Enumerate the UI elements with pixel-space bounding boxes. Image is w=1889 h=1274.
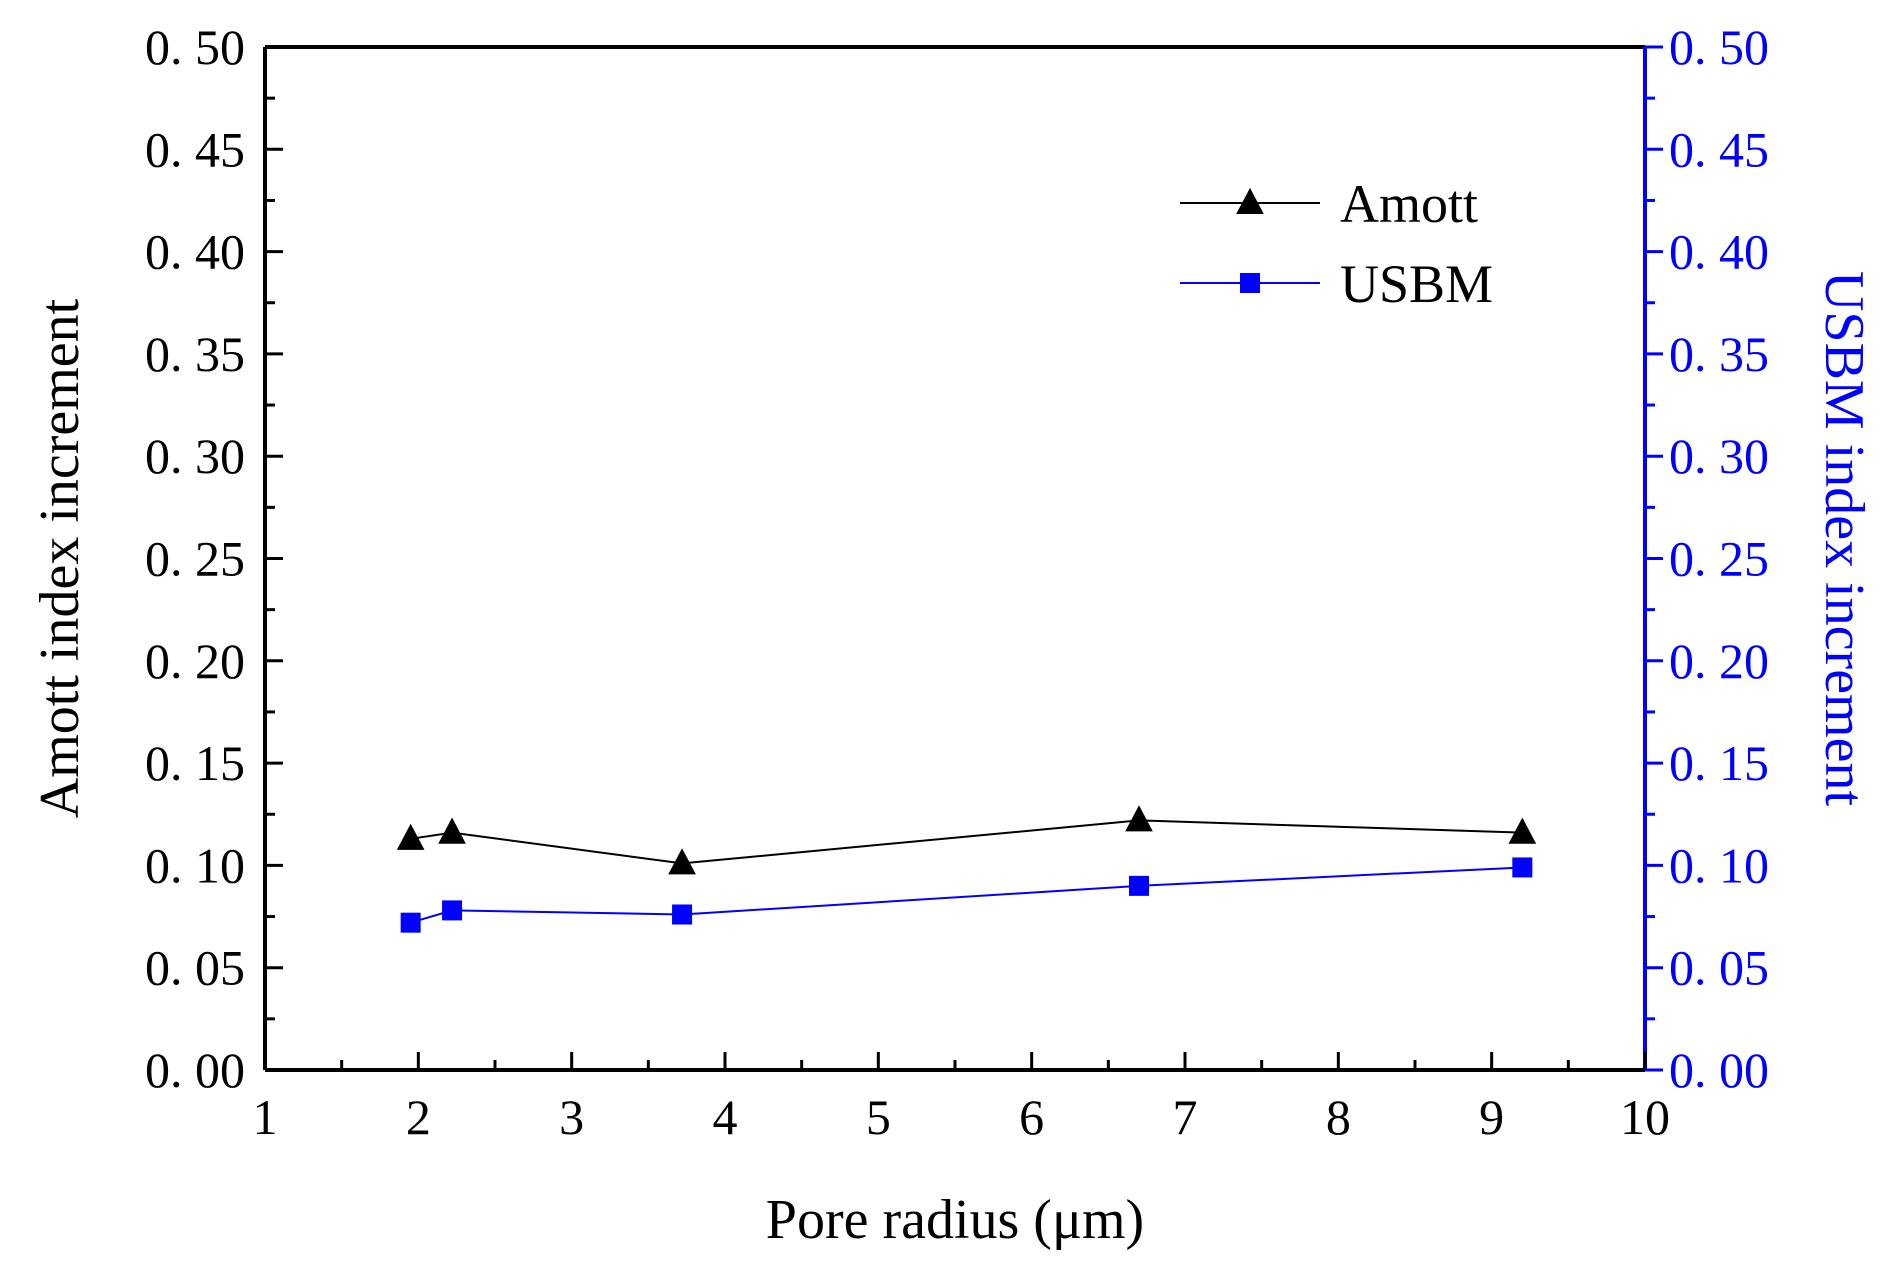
y-left-tick-label: 0. 50 bbox=[145, 19, 245, 75]
y-left-tick-label: 0. 45 bbox=[145, 121, 245, 177]
y-left-tick-label: 0. 05 bbox=[145, 940, 245, 996]
data-point-amott bbox=[438, 817, 466, 844]
y-left-tick-label: 0. 25 bbox=[145, 531, 245, 587]
x-tick-label: 1 bbox=[253, 1089, 278, 1145]
axis-labels: Pore radius (μm) Amott index increment U… bbox=[29, 271, 1875, 1251]
y-left-tick-label: 0. 35 bbox=[145, 326, 245, 382]
series bbox=[396, 805, 1537, 933]
y-left-tick-label: 0. 00 bbox=[145, 1042, 245, 1098]
data-point-usbm bbox=[672, 904, 693, 925]
y-axis-right-title: USBM index increment bbox=[1813, 271, 1875, 806]
y-right-tick-label: 0. 20 bbox=[1669, 633, 1769, 689]
x-tick-label: 7 bbox=[1173, 1089, 1198, 1145]
y-right-tick-label: 0. 35 bbox=[1669, 326, 1769, 382]
data-point-usbm bbox=[400, 912, 421, 933]
x-tick-label: 5 bbox=[866, 1089, 891, 1145]
ticks: 1 2 3 4 5 6 7 8 9 100. 000. 050. 100. 150. 200. 2… bbox=[145, 19, 1769, 1145]
data-point-amott bbox=[1125, 805, 1153, 832]
y-left-tick-label: 0. 10 bbox=[145, 837, 245, 893]
y-right-tick-label: 0. 10 bbox=[1669, 837, 1769, 893]
data-point-amott bbox=[668, 848, 696, 875]
series-line-usbm bbox=[410, 866, 1523, 924]
x-tick-label: 2 bbox=[406, 1089, 431, 1145]
legend-marker-usbm bbox=[1240, 273, 1260, 293]
legend-label-usbm: USBM bbox=[1340, 254, 1493, 314]
y-right-tick-label: 0. 30 bbox=[1669, 428, 1769, 484]
y-right-tick-label: 0. 40 bbox=[1669, 224, 1769, 280]
legend-marker-amott bbox=[1236, 187, 1264, 215]
y-right-tick-label: 0. 50 bbox=[1669, 19, 1769, 75]
x-tick-label: 9 bbox=[1479, 1089, 1504, 1145]
y-left-tick-label: 0. 15 bbox=[145, 735, 245, 791]
y-left-tick-label: 0. 40 bbox=[145, 224, 245, 280]
legend: Amott USBM bbox=[1180, 174, 1493, 314]
x-tick-label: 6 bbox=[1019, 1089, 1044, 1145]
y-right-tick-label: 0. 25 bbox=[1669, 531, 1769, 587]
x-tick-label: 3 bbox=[559, 1089, 584, 1145]
y-right-tick-label: 0. 15 bbox=[1669, 735, 1769, 791]
x-tick-label: 4 bbox=[713, 1089, 738, 1145]
data-point-usbm bbox=[1129, 875, 1149, 896]
y-right-tick-label: 0. 05 bbox=[1669, 940, 1769, 996]
y-axis-left-title: Amott index increment bbox=[29, 298, 91, 818]
data-point-amott bbox=[396, 823, 425, 850]
data-point-usbm bbox=[1512, 857, 1533, 878]
series-line-amott bbox=[410, 819, 1523, 865]
y-right-tick-label: 0. 00 bbox=[1669, 1042, 1769, 1098]
y-left-tick-label: 0. 20 bbox=[145, 633, 245, 689]
data-point-amott bbox=[1508, 817, 1537, 844]
x-axis-title: Pore radius (μm) bbox=[766, 1189, 1144, 1251]
x-tick-label: 10 bbox=[1620, 1089, 1670, 1145]
legend-label-amott: Amott bbox=[1340, 174, 1478, 234]
x-tick-label: 8 bbox=[1326, 1089, 1351, 1145]
data-point-usbm bbox=[442, 900, 463, 921]
y-right-tick-label: 0. 45 bbox=[1669, 121, 1769, 177]
y-left-tick-label: 0. 30 bbox=[145, 428, 245, 484]
